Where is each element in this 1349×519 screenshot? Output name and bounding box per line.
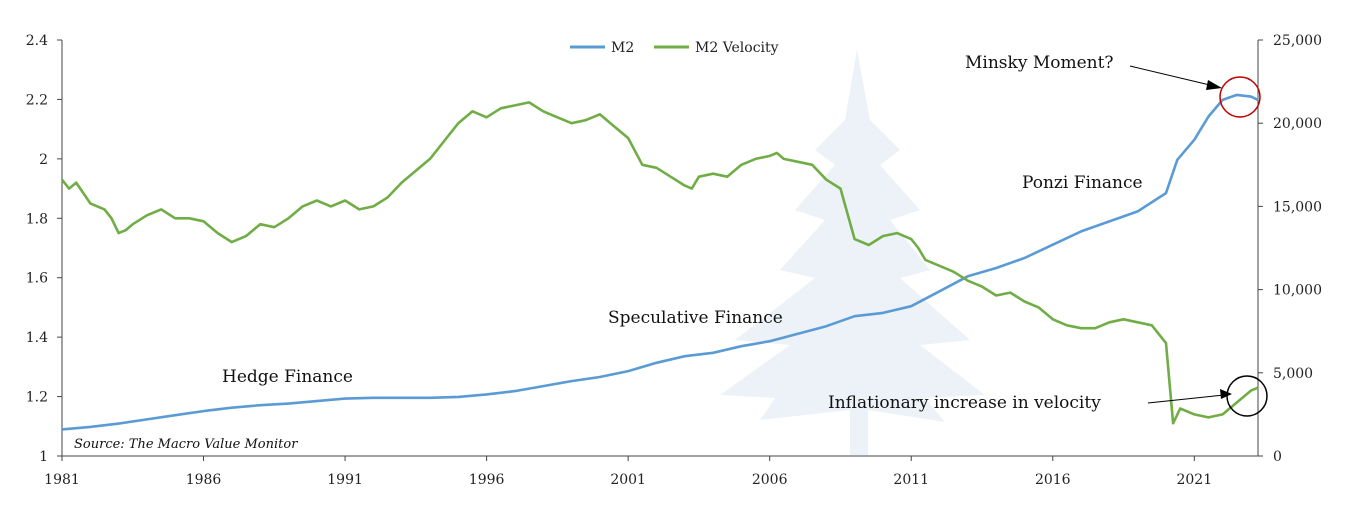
- annotation-hedge: Hedge Finance: [222, 367, 353, 387]
- x-tick-label: 1996: [469, 472, 505, 488]
- annotation-minsky-arrowhead: [1206, 80, 1222, 90]
- left-tick-label: 1.6: [26, 271, 48, 287]
- tree-watermark: [720, 50, 985, 455]
- annotation-inflationary-arrow: [1147, 394, 1225, 404]
- x-tick-label: 1991: [327, 472, 363, 488]
- left-axis-ticks: 1 1.2 1.4 1.6 1.8 2 2.2 2.4: [26, 33, 62, 465]
- right-tick-label: 20,000: [1273, 116, 1322, 132]
- left-tick-label: 2: [39, 152, 48, 168]
- x-tick-label: 2001: [610, 472, 646, 488]
- legend: M2 M2 Velocity: [570, 40, 779, 56]
- annotation-minsky-arrow: [1129, 65, 1215, 87]
- x-tick-label: 2006: [752, 472, 788, 488]
- annotation-minsky: Minsky Moment?: [965, 53, 1114, 73]
- x-tick-label: 2011: [893, 472, 929, 488]
- right-tick-label: 0: [1273, 449, 1282, 465]
- x-tick-label: 2021: [1176, 472, 1212, 488]
- right-tick-label: 15,000: [1273, 199, 1322, 215]
- x-axis-ticks: 1981 1986 1991 1996 2001 2006 2011 2016 2021: [44, 456, 1212, 488]
- right-tick-label: 10,000: [1273, 283, 1322, 299]
- left-tick-label: 2.4: [26, 33, 48, 49]
- annotation-ponzi: Ponzi Finance: [1022, 173, 1143, 193]
- right-axis-ticks: 0 5,000 10,000 15,000 20,000 25,000: [1258, 33, 1322, 465]
- series-line-m2: [61, 93, 1259, 431]
- x-tick-label: 1986: [186, 472, 222, 488]
- legend-label-velocity: M2 Velocity: [695, 40, 779, 56]
- velocity-circle: [1226, 375, 1268, 417]
- right-tick-label: 5,000: [1273, 366, 1313, 382]
- tree-watermark-shape: [720, 50, 985, 455]
- left-tick-label: 1.2: [26, 390, 48, 406]
- annotation-inflationary-arrowhead: [1220, 389, 1232, 399]
- right-tick-label: 25,000: [1273, 33, 1322, 49]
- series-line-velocity: [60, 101, 1259, 425]
- annotation-speculative: Speculative Finance: [608, 308, 783, 328]
- left-tick-label: 1.4: [26, 330, 48, 346]
- x-tick-label: 1981: [44, 472, 80, 488]
- legend-label-m2: M2: [611, 40, 634, 56]
- x-tick-label: 2016: [1035, 472, 1071, 488]
- minsky-circle: [1219, 76, 1261, 118]
- left-tick-label: 1: [39, 449, 48, 465]
- left-tick-label: 1.8: [26, 211, 48, 227]
- source-note: Source: The Macro Value Monitor: [74, 437, 298, 452]
- annotation-inflationary: Inflationary increase in velocity: [828, 393, 1101, 413]
- series-group: [60, 93, 1259, 431]
- left-tick-label: 2.2: [26, 92, 48, 108]
